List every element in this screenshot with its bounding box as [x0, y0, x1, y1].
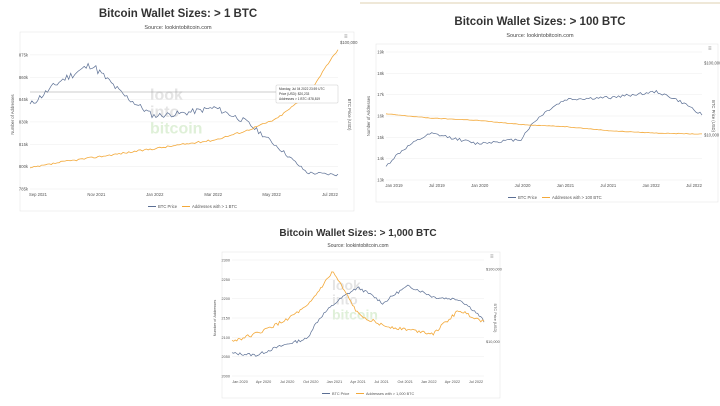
y-tick-label: 2150 [222, 317, 230, 321]
chart-menu-icon: ≡ [708, 46, 712, 52]
y-tick-label: 2200 [222, 297, 230, 301]
chart-title: Bitcoin Wallet Sizes: > 1 BTC [98, 8, 258, 20]
legend-label-price: BTC Price [158, 204, 178, 209]
y-tick-label: 875k [19, 52, 29, 57]
series-line-btc-price [231, 284, 485, 357]
series-line-addresses [385, 113, 702, 135]
watermark-text: look [150, 87, 183, 104]
chart-menu-icon: ≡ [344, 34, 348, 40]
x-tick-label: Jul 2020 [280, 380, 294, 384]
plot-frame [375, 43, 719, 203]
y-tick-label: 815k [19, 142, 29, 147]
chart-panel-100-btc: Bitcoin Wallet Sizes: > 100 BTC Source: … [360, 2, 720, 222]
y-tick-label: 845k [19, 97, 29, 102]
x-tick-label: Mar 2022 [204, 192, 222, 197]
x-tick-label: Jan 2022 [421, 380, 437, 384]
chart-panel-1-btc: Bitcoin Wallet Sizes: > 1 BTC Source: lo… [0, 0, 358, 222]
x-tick-label: Jan 2019 [385, 183, 403, 188]
y-tick-label: 2100 [222, 336, 230, 340]
y-tick-label: 785k [19, 187, 29, 192]
series-line-btc-price [29, 62, 339, 177]
chart-title: Bitcoin Wallet Sizes: > 1,000 BTC [279, 228, 437, 239]
y-axis-label: Number of Addresses [213, 300, 217, 337]
y-tick-label: 13k [377, 178, 385, 183]
x-tick-label: Apr 2022 [445, 380, 460, 384]
x-tick-label: Jul 2020 [515, 183, 532, 188]
legend-label-addresses: Addresses with > 1,000 BTC [366, 392, 414, 396]
y2-tick-label: $100,000 [340, 40, 358, 45]
plot-frame [221, 251, 501, 399]
watermark-text: into [150, 104, 180, 121]
y2-axis-label: BTC Price (USD) [347, 99, 352, 131]
x-tick-label: Oct 2020 [303, 380, 318, 384]
chart-menu-icon: ≡ [490, 254, 494, 260]
chart-source: Source: lookintobitcoin.com [144, 25, 212, 31]
legend-label-price: BTC Price [518, 195, 538, 200]
x-tick-label: Jan 2020 [232, 380, 248, 384]
x-tick-label: Apr 2021 [350, 380, 365, 384]
y-tick-label: 800k [19, 164, 29, 169]
y-tick-label: 14k [377, 156, 385, 161]
legend-label-price: BTC Price [332, 392, 349, 396]
tooltip-box [275, 84, 339, 104]
tooltip-price: Price (USD): $20,233 [279, 92, 310, 96]
series-line-addresses [29, 49, 339, 169]
y-tick-label: 2300 [222, 259, 230, 263]
y-tick-label: 17k [377, 92, 385, 97]
plot-frame [19, 31, 355, 212]
series-line-addresses [231, 271, 485, 342]
y-tick-label: 2050 [222, 355, 230, 359]
watermark-text: into [332, 292, 358, 308]
x-tick-label: Jan 2020 [471, 183, 489, 188]
tooltip-addresses: Addresses > 1 BTC: 878,819 [279, 97, 320, 101]
x-tick-label: Jul 2022 [686, 183, 703, 188]
y-axis-label: Number of Addresses [366, 96, 371, 136]
y-tick-label: 2250 [222, 278, 230, 282]
y-tick-label: 2000 [222, 375, 230, 379]
x-tick-label: Jan 2021 [557, 183, 575, 188]
y-tick-label: 19k [377, 50, 385, 55]
y-axis-label: Number of Addresses [10, 94, 15, 134]
chart-source: Source: lookintobitcoin.com [506, 33, 574, 39]
x-tick-label: Jul 2022 [469, 380, 483, 384]
x-tick-label: Nov 2021 [87, 192, 106, 197]
x-tick-label: Jul 2022 [322, 192, 339, 197]
x-tick-label: Jul 2021 [600, 183, 617, 188]
y2-tick-label: $100,000 [486, 268, 502, 272]
chart-canvas: lookintobitcoin2000205021002150220022502… [213, 251, 502, 399]
y-tick-label: 15k [377, 135, 385, 140]
x-tick-label: Jul 2021 [374, 380, 388, 384]
y-tick-label: 16k [377, 114, 385, 119]
legend-label-addresses: Addresses with > 100 BTC [552, 195, 602, 200]
x-tick-label: Oct 2021 [397, 380, 412, 384]
tooltip-date: Monday, Jul 04 2022 23:59 UTC [279, 87, 325, 91]
y-tick-label: 830k [19, 119, 29, 124]
chart-source: Source: lookintobitcoin.com [327, 243, 389, 249]
chart-canvas: lookintobitcoin 785k 800k 815k 830k 845k 860k 8… [10, 31, 358, 212]
y-tick-label: 860k [19, 75, 29, 80]
chart-title: Bitcoin Wallet Sizes: > 100 BTC [454, 16, 626, 28]
x-tick-label: Apr 2020 [256, 380, 271, 384]
watermark-text: bitcoin [332, 306, 378, 322]
y-tick-label: 18k [377, 71, 385, 76]
x-tick-label: Jan 2022 [643, 183, 661, 188]
y2-tick-label: $10,000 [486, 340, 500, 344]
watermark-text: bitcoin [150, 121, 202, 138]
x-tick-label: Jan 2021 [327, 380, 343, 384]
x-tick-label: Sep 2021 [29, 192, 48, 197]
y2-tick-label: $100,000 [704, 61, 720, 66]
x-tick-label: Jul 2019 [429, 183, 446, 188]
chart-panel-1000-btc: Bitcoin Wallet Sizes: > 1,000 BTC Source… [210, 226, 506, 406]
chart-canvas: lookintobitcoin13k14k15k16k17k18k19kNumb… [366, 43, 720, 203]
y2-axis-label: BTC Price (USD) [711, 100, 716, 132]
legend-label-addresses: Addresses with > 1 BTC [192, 204, 237, 209]
y2-axis-label: BTC Price (USD) [493, 304, 497, 334]
x-tick-label: Jan 2022 [146, 192, 164, 197]
y2-tick-label: $10,000 [704, 133, 720, 138]
series-line-btc-price [385, 89, 703, 167]
x-tick-label: May 2022 [262, 192, 281, 197]
